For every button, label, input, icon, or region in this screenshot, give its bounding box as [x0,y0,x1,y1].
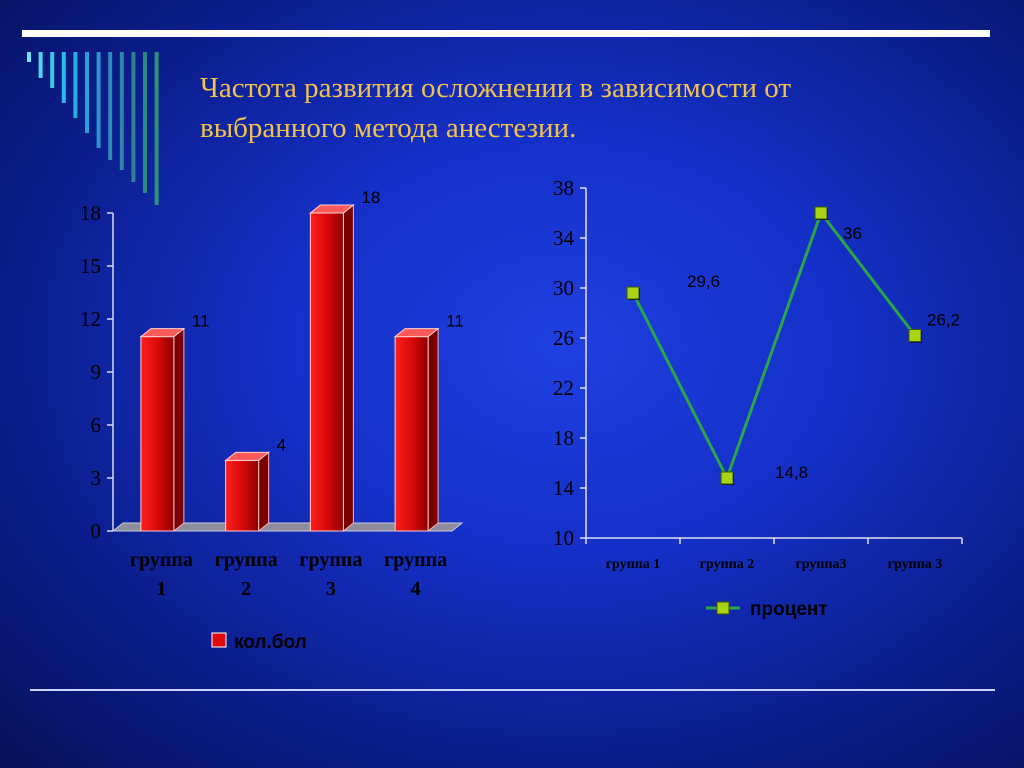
line-category-label: группа 2 [700,557,755,572]
bar-data-label: 11 [192,312,210,331]
bar-category-label-line: 2 [241,578,251,600]
bar-front [394,336,429,532]
line-data-label: 36 [843,224,862,243]
line-marker [720,471,734,485]
bar [224,451,271,533]
line-y-tick-label: 14 [553,476,575,500]
bar-data-label: 18 [361,188,380,207]
line-legend-marker [716,601,730,615]
line-y-tick-label: 22 [553,376,574,400]
stripe-bar [85,52,89,133]
bar-y-tick-label: 0 [91,519,102,543]
line-y-tick-label: 10 [553,526,574,550]
bar-category-label-line: группа [130,549,193,571]
line-y-tick-label: 18 [553,426,574,450]
stripe-bar [119,52,124,170]
line-y-tick-label: 34 [553,226,575,250]
stripe-bar [108,52,113,160]
bar-front [140,336,175,532]
stripe-bar [154,52,159,205]
bar-front [225,459,260,532]
bar-category-label-line: группа [384,549,447,571]
bar-category-label-line: группа [299,549,362,571]
stripe-bar [143,52,147,193]
bar-side [173,327,185,533]
stripe-bar [73,52,78,118]
bar-data-label: 11 [446,312,464,331]
bar-y-tick-label: 18 [80,201,101,225]
bar-chart: 0 3 6 9 12 15 18 11 группа 1 4 группа 2 18 группа 3 11 гр… [80,188,464,653]
slide-title: Частота развития осложнении в зависимост… [200,72,792,144]
bar-side [427,327,439,533]
stripe-bar [50,52,55,88]
bar-y-tick-label: 6 [91,413,102,437]
bar-category-label: группа 4 [384,549,447,600]
bar-data-label: 4 [277,435,286,454]
top-divider [22,30,990,37]
bar-top [224,451,271,461]
stripe-bar [27,52,31,62]
bar-legend-label: кол.бол [234,632,307,653]
bar [139,327,186,533]
stripe-bar [61,52,66,103]
line-y-tick-label: 38 [553,176,574,200]
bar-front [309,212,344,532]
bar-y-tick-label: 9 [91,360,102,384]
line-data-label: 26,2 [927,311,960,330]
stripe-bar [38,52,43,78]
bar [393,327,440,533]
bar-y-tick-label: 15 [80,254,101,278]
line-marker [814,206,828,220]
line-marker [626,286,640,300]
line-series [631,209,917,482]
bar-y-tick-label: 3 [91,466,102,490]
bar-category-label-line: 3 [326,578,336,600]
bar-category-label-line: 4 [411,578,421,600]
bar-side [342,203,354,533]
stripe-bar [131,52,136,182]
bar-legend-swatch [211,632,227,648]
bar-top [139,328,186,338]
line-y-tick-label: 26 [553,326,574,350]
line-category-label: группа 3 [888,557,943,572]
bar-category-label-line: 1 [156,578,166,600]
line-data-label: 29,6 [687,272,720,291]
bar-category-label-line: группа [215,549,278,571]
bar [308,203,355,533]
bar-top [393,328,440,338]
bar-top [308,204,355,214]
bar-category-label: группа 3 [299,549,362,600]
bar-side [258,451,270,533]
stripe-bar [96,52,101,148]
line-data-label: 14,8 [775,463,808,482]
line-category-label: группа 1 [606,557,661,572]
bottom-divider [30,689,995,691]
bar-category-label: группа 2 [215,549,278,600]
bar-y-tick-label: 12 [80,307,101,331]
bar-category-label: группа 1 [130,549,193,600]
line-y-tick-label: 30 [553,276,574,300]
line-category-label: группа3 [795,557,846,572]
line-legend-label: процент [750,599,828,620]
line-marker [908,329,922,342]
decorative-stripes [27,52,159,205]
line-chart: 10 14 18 22 26 30 34 38 группа 1 группа 2 группа3 г… [553,176,963,620]
